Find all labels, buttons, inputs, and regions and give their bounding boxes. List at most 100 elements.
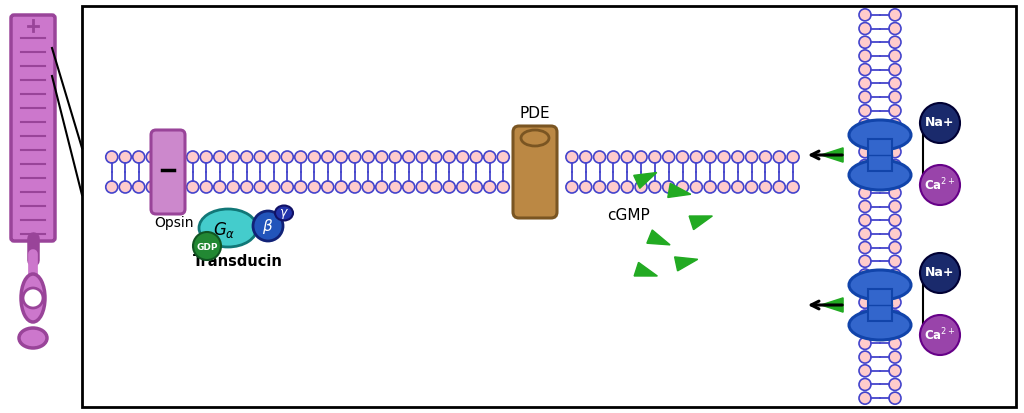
Circle shape xyxy=(389,181,401,193)
Circle shape xyxy=(173,151,185,163)
Circle shape xyxy=(859,269,871,281)
Circle shape xyxy=(745,181,758,193)
Circle shape xyxy=(859,77,871,89)
Circle shape xyxy=(859,378,871,390)
Circle shape xyxy=(859,392,871,404)
Text: Na+: Na+ xyxy=(926,116,954,130)
Circle shape xyxy=(859,23,871,35)
Circle shape xyxy=(760,151,771,163)
Circle shape xyxy=(308,181,321,193)
Circle shape xyxy=(594,151,605,163)
Circle shape xyxy=(889,228,901,240)
Circle shape xyxy=(889,159,901,171)
Circle shape xyxy=(718,151,730,163)
Text: GDP: GDP xyxy=(197,242,218,252)
Circle shape xyxy=(889,91,901,103)
Ellipse shape xyxy=(849,270,911,300)
Circle shape xyxy=(457,151,469,163)
Circle shape xyxy=(920,253,961,293)
Circle shape xyxy=(889,77,901,89)
Text: cGMP: cGMP xyxy=(606,208,649,223)
Circle shape xyxy=(773,181,785,193)
Circle shape xyxy=(859,228,871,240)
Circle shape xyxy=(787,181,799,193)
Circle shape xyxy=(732,181,743,193)
Circle shape xyxy=(705,181,716,193)
Circle shape xyxy=(889,392,901,404)
Circle shape xyxy=(635,151,647,163)
Circle shape xyxy=(889,242,901,254)
Circle shape xyxy=(376,151,388,163)
Circle shape xyxy=(859,132,871,144)
Circle shape xyxy=(227,181,240,193)
Text: $\gamma$: $\gamma$ xyxy=(279,207,289,221)
Circle shape xyxy=(483,151,496,163)
Circle shape xyxy=(267,151,280,163)
Circle shape xyxy=(859,159,871,171)
Text: $G_\alpha$: $G_\alpha$ xyxy=(213,220,236,240)
Circle shape xyxy=(402,181,415,193)
Circle shape xyxy=(889,64,901,76)
Circle shape xyxy=(859,64,871,76)
Circle shape xyxy=(889,132,901,144)
Circle shape xyxy=(335,151,347,163)
FancyBboxPatch shape xyxy=(513,126,557,218)
Circle shape xyxy=(566,181,578,193)
Polygon shape xyxy=(821,298,843,312)
Ellipse shape xyxy=(19,328,47,348)
Circle shape xyxy=(718,181,730,193)
Circle shape xyxy=(732,151,743,163)
Polygon shape xyxy=(821,148,843,162)
Circle shape xyxy=(760,181,771,193)
Circle shape xyxy=(859,242,871,254)
Circle shape xyxy=(402,151,415,163)
Circle shape xyxy=(859,214,871,226)
Circle shape xyxy=(889,104,901,116)
Circle shape xyxy=(483,181,496,193)
Circle shape xyxy=(173,181,185,193)
Circle shape xyxy=(889,324,901,336)
Circle shape xyxy=(859,282,871,294)
Circle shape xyxy=(295,151,307,163)
Circle shape xyxy=(622,181,633,193)
Circle shape xyxy=(859,91,871,103)
Circle shape xyxy=(859,187,871,199)
Text: Ca$^{2+}$: Ca$^{2+}$ xyxy=(925,327,955,343)
Circle shape xyxy=(889,214,901,226)
Circle shape xyxy=(201,151,212,163)
Circle shape xyxy=(859,104,871,116)
Text: Transducin: Transducin xyxy=(194,254,283,269)
Circle shape xyxy=(889,255,901,267)
Circle shape xyxy=(677,151,688,163)
Circle shape xyxy=(335,181,347,193)
Circle shape xyxy=(690,181,702,193)
Circle shape xyxy=(859,297,871,309)
Circle shape xyxy=(663,181,675,193)
Circle shape xyxy=(308,151,321,163)
Circle shape xyxy=(416,181,428,193)
Circle shape xyxy=(889,378,901,390)
Circle shape xyxy=(322,181,334,193)
Circle shape xyxy=(859,9,871,21)
Text: Opsin: Opsin xyxy=(154,216,194,230)
Circle shape xyxy=(119,181,131,193)
Circle shape xyxy=(295,181,307,193)
Ellipse shape xyxy=(849,310,911,340)
Circle shape xyxy=(889,269,901,281)
Text: PDE: PDE xyxy=(520,106,550,121)
Circle shape xyxy=(859,365,871,377)
Circle shape xyxy=(146,181,159,193)
Circle shape xyxy=(889,351,901,363)
Circle shape xyxy=(133,151,144,163)
Circle shape xyxy=(201,181,212,193)
Circle shape xyxy=(241,181,253,193)
Ellipse shape xyxy=(521,130,549,146)
Circle shape xyxy=(607,151,620,163)
Circle shape xyxy=(889,200,901,213)
Ellipse shape xyxy=(849,160,911,190)
Circle shape xyxy=(160,151,172,163)
Circle shape xyxy=(214,151,225,163)
Circle shape xyxy=(859,255,871,267)
Circle shape xyxy=(745,151,758,163)
Circle shape xyxy=(859,351,871,363)
